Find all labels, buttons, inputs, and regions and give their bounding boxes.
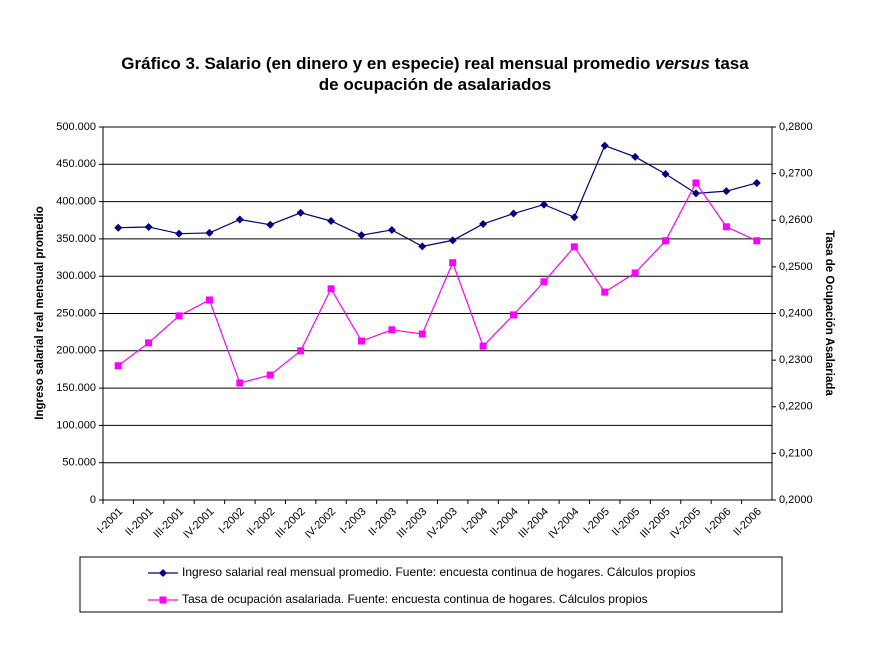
series-line — [117, 181, 758, 384]
x-tick-label: IV-2001 — [181, 506, 216, 541]
point — [601, 288, 609, 296]
point — [387, 225, 396, 234]
x-tick-label: IV-2002 — [303, 506, 338, 541]
x-tick-label: II-2006 — [731, 506, 764, 539]
point — [510, 311, 518, 319]
point — [449, 259, 457, 267]
y-tick-label: 350.000 — [56, 233, 96, 245]
point — [114, 362, 122, 370]
point — [327, 285, 335, 293]
point — [662, 237, 670, 245]
x-tick-label: II-2005 — [610, 506, 643, 539]
point — [692, 179, 700, 187]
point — [509, 209, 518, 218]
point — [175, 229, 184, 238]
point — [297, 347, 305, 355]
point — [296, 208, 305, 217]
legend-box — [79, 556, 783, 613]
y-tick-label: 0 — [90, 494, 96, 506]
y-tick-label: 50.000 — [62, 457, 96, 469]
point — [753, 237, 761, 245]
y2-tick-label: 0,2400 — [779, 307, 813, 319]
y-axis-title: Ingreso salarial real mensual promedio — [34, 206, 46, 419]
point — [752, 178, 761, 187]
y-tick-label: 500.000 — [56, 121, 96, 133]
point — [722, 187, 731, 196]
y-tick-label: 300.000 — [56, 270, 96, 282]
x-tick-label: I-2006 — [703, 506, 734, 537]
x-tick-label: I-2004 — [460, 506, 491, 537]
point — [418, 242, 427, 251]
y-tick-label: 450.000 — [56, 158, 96, 170]
point — [236, 379, 244, 387]
point — [266, 371, 274, 379]
y-tick-label: 150.000 — [56, 382, 96, 394]
point — [175, 312, 183, 320]
point — [600, 141, 609, 150]
x-tick-label: III-2005 — [638, 506, 673, 541]
y2-axis-title: Tasa de Ocupación Asalariada — [823, 230, 835, 396]
x-tick-label: III-2001 — [151, 506, 186, 541]
point — [114, 223, 123, 232]
point — [631, 269, 639, 277]
point — [691, 189, 700, 198]
x-tick-label: II-2003 — [366, 506, 399, 539]
point — [448, 236, 457, 245]
legend-marker — [159, 569, 167, 577]
y2-tick-label: 0,2600 — [779, 214, 813, 226]
legend-text: Ingreso salarial real mensual promedio. … — [182, 565, 696, 579]
x-tick-label: I-2003 — [338, 506, 369, 537]
point — [418, 330, 426, 338]
point — [388, 326, 396, 334]
point — [722, 223, 730, 231]
point — [205, 296, 213, 304]
y2-tick-label: 0,2800 — [779, 121, 813, 133]
x-tick-label: I-2005 — [581, 506, 612, 537]
point — [144, 222, 153, 231]
y2-tick-label: 0,2200 — [779, 401, 813, 413]
y2-tick-label: 0,2000 — [779, 494, 813, 506]
x-tick-label: II-2002 — [245, 506, 278, 539]
y2-tick-label: 0,2100 — [779, 447, 813, 459]
point — [570, 213, 579, 222]
x-tick-label: I-2002 — [216, 506, 247, 537]
x-tick-label: III-2002 — [273, 506, 308, 541]
x-tick-label: IV-2005 — [668, 506, 703, 541]
point — [570, 243, 578, 251]
y-tick-label: 200.000 — [56, 345, 96, 357]
point — [357, 337, 365, 345]
chart-title: Gráfico 3. Salario (en dinero y en espec… — [121, 54, 749, 94]
x-tick-label: III-2003 — [395, 506, 430, 541]
point — [540, 278, 548, 286]
y-tick-label: 250.000 — [56, 307, 96, 319]
point — [479, 342, 487, 350]
legend-marker — [159, 596, 167, 604]
point — [661, 169, 670, 178]
point — [539, 200, 548, 209]
x-tick-label: IV-2004 — [546, 506, 581, 541]
point — [266, 220, 275, 229]
y-tick-label: 100.000 — [56, 419, 96, 431]
point — [357, 231, 366, 240]
x-tick-label: I-2001 — [95, 506, 126, 537]
y2-tick-label: 0,2700 — [779, 168, 813, 180]
point — [205, 228, 214, 237]
point — [235, 215, 244, 224]
x-tick-label: II-2004 — [488, 506, 521, 539]
series-line — [118, 144, 757, 247]
y2-tick-label: 0,2500 — [779, 261, 813, 273]
point — [327, 216, 336, 225]
x-tick-label: III-2004 — [516, 506, 551, 541]
legend-text: Tasa de ocupación asalariada. Fuente: en… — [182, 592, 648, 606]
point — [145, 339, 153, 347]
y-tick-label: 400.000 — [56, 196, 96, 208]
point — [631, 152, 640, 161]
y2-tick-label: 0,2300 — [779, 354, 813, 366]
x-tick-label: IV-2003 — [425, 506, 460, 541]
x-tick-label: II-2001 — [123, 506, 156, 539]
point — [479, 219, 488, 228]
